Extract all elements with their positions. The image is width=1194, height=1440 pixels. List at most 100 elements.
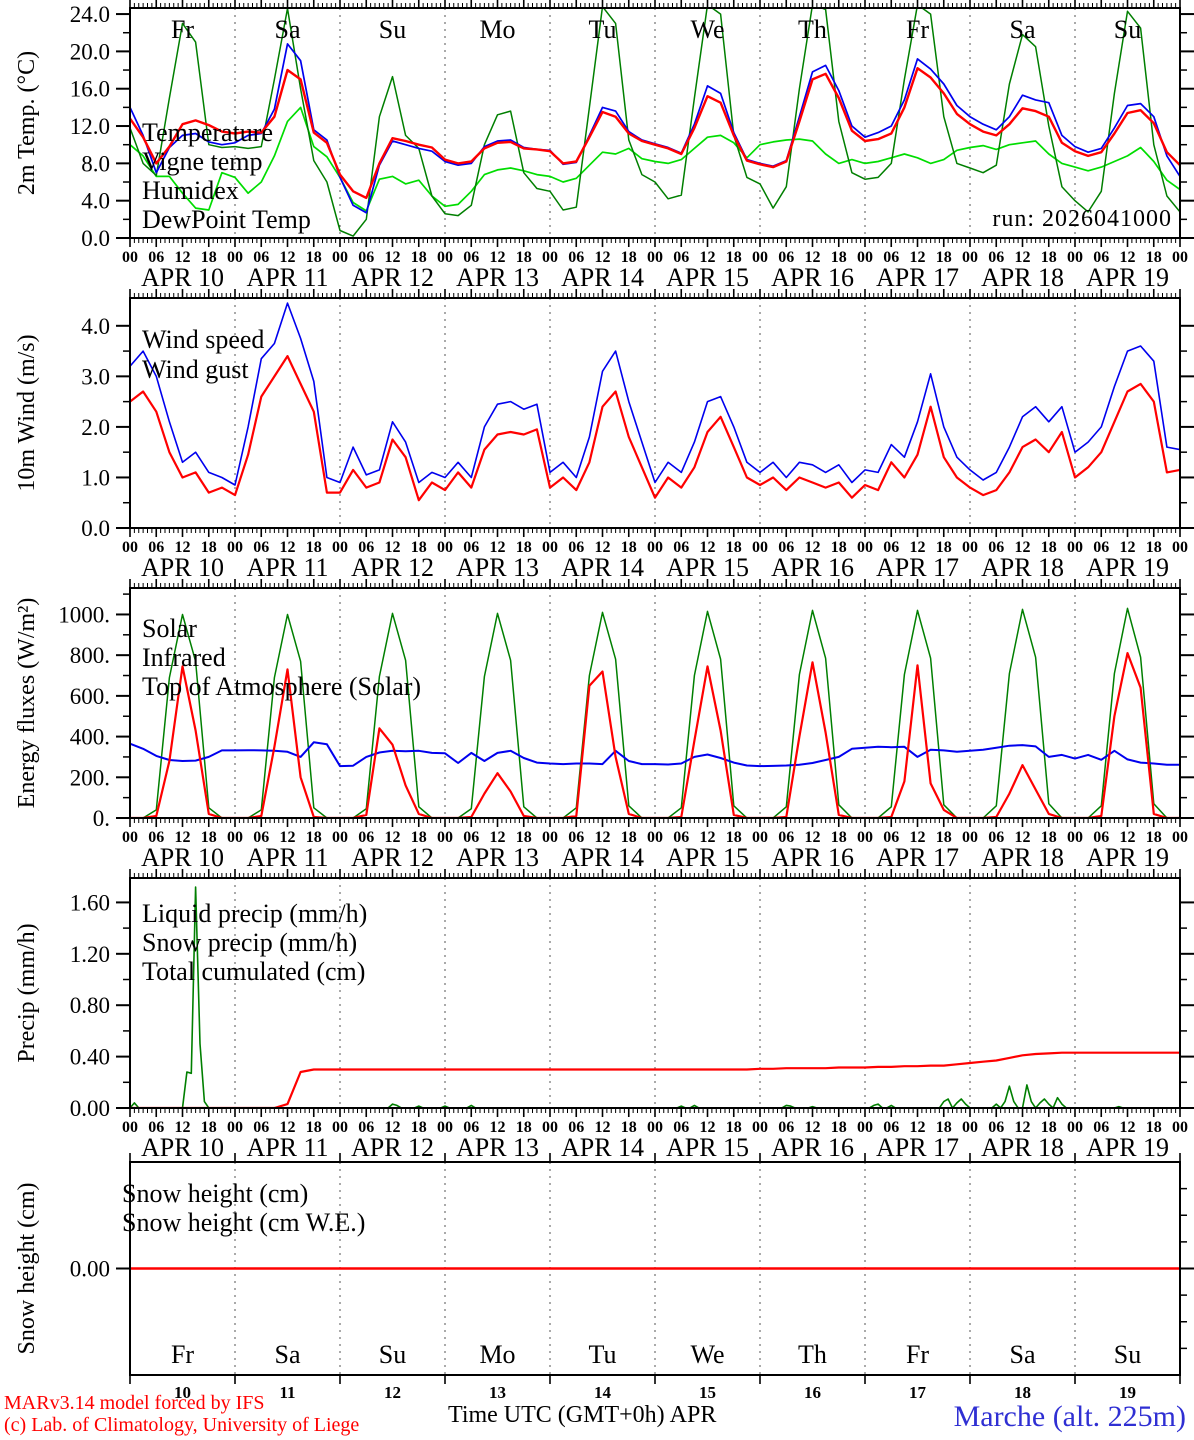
- y-tick-label: 800.: [70, 643, 110, 668]
- y-tick-label: 12.0: [70, 114, 110, 139]
- x-tick-label: 00: [857, 249, 873, 266]
- x-tick-label: 18: [936, 1119, 952, 1136]
- x-tick-label: 06: [358, 539, 374, 556]
- x-tick-label: 18: [1041, 249, 1057, 266]
- legend-item: Top of Atmosphere (Solar): [142, 672, 421, 701]
- legend-item: Wind gust: [142, 355, 249, 384]
- x-tick-label: 00: [857, 539, 873, 556]
- time-axis-title: Time UTC (GMT+0h) APR: [448, 1402, 716, 1429]
- x-tick-label: 12: [385, 249, 401, 266]
- legend-item: Wind speed: [142, 325, 264, 354]
- y-axis-title: 2m Temp. (°C): [14, 51, 40, 195]
- x-tick-label: 18: [516, 249, 532, 266]
- x-tick-label: 18: [1041, 829, 1057, 846]
- y-tick-label: 1000.: [58, 602, 110, 627]
- day-caption: APR 16: [771, 263, 854, 292]
- day-number: 15: [699, 1383, 716, 1402]
- x-tick-label: 18: [516, 539, 532, 556]
- x-tick-label: 00: [437, 539, 453, 556]
- legend-item: DewPoint Temp: [142, 205, 311, 234]
- y-tick-label: 4.0: [81, 189, 110, 214]
- panel-precip: 0.00 0.40 0.80 1.20 1.60 00 06 12 18 00 06 12 18 00 06…: [14, 869, 1194, 1162]
- x-tick-label: 00: [962, 249, 978, 266]
- x-tick-label: 06: [883, 539, 899, 556]
- day-caption: APR 12: [351, 263, 434, 292]
- y-axis-title: Snow height (cm): [14, 1183, 40, 1355]
- day-number: 18: [1014, 1383, 1031, 1402]
- x-tick-label: 18: [1041, 539, 1057, 556]
- x-tick-label: 12: [1120, 249, 1136, 266]
- x-tick-label: 00: [647, 249, 663, 266]
- day-caption: APR 11: [246, 263, 328, 292]
- x-tick-label: 06: [673, 539, 689, 556]
- x-tick-label: 00: [332, 249, 348, 266]
- x-tick-label: 00: [542, 829, 558, 846]
- x-tick-label: 18: [1041, 1119, 1057, 1136]
- day-caption: APR 11: [246, 843, 328, 872]
- x-tick-label: 00: [1172, 539, 1188, 556]
- x-tick-label: 00: [1067, 249, 1083, 266]
- x-tick-label: 00: [752, 249, 768, 266]
- x-tick-label: 18: [726, 829, 742, 846]
- y-tick-label: 0.00: [70, 1257, 110, 1282]
- y-tick-label: 0.40: [70, 1045, 110, 1070]
- x-tick-label: 12: [280, 249, 296, 266]
- y-tick-label: 20.0: [70, 39, 110, 64]
- day-caption: APR 18: [981, 1133, 1064, 1162]
- x-tick-label: 06: [463, 1119, 479, 1136]
- y-tick-label: 4.0: [81, 314, 110, 339]
- station-label: Marche (alt. 225m): [953, 1400, 1186, 1433]
- x-tick-label: 12: [595, 1119, 611, 1136]
- day-caption: APR 19: [1086, 843, 1169, 872]
- panel-temp2m: 0.0 4.0 8.0 12.0 16.0 20.0 24.0 00 06 12 18 00 06 12 1…: [14, 0, 1194, 292]
- day-name: Tu: [589, 15, 617, 44]
- x-tick-label: 00: [227, 539, 243, 556]
- x-tick-label: 00: [962, 1119, 978, 1136]
- day-caption: APR 10: [141, 843, 224, 872]
- x-tick-label: 06: [1093, 1119, 1109, 1136]
- x-tick-label: 06: [463, 249, 479, 266]
- y-axis-title: Precip (mm/h): [14, 923, 40, 1062]
- day-caption: APR 12: [351, 553, 434, 582]
- footer-lab-credit: (c) Lab. of Climatology, University of L…: [4, 1414, 360, 1436]
- day-caption: APR 15: [666, 843, 749, 872]
- x-tick-label: 00: [1067, 539, 1083, 556]
- x-tick-label: 06: [463, 539, 479, 556]
- day-caption: APR 16: [771, 843, 854, 872]
- x-tick-label: 18: [201, 829, 217, 846]
- x-tick-label: 00: [1172, 829, 1188, 846]
- x-tick-label: 00: [122, 249, 138, 266]
- x-tick-label: 12: [910, 249, 926, 266]
- day-caption: APR 17: [876, 843, 959, 872]
- x-tick-label: 12: [805, 829, 821, 846]
- x-tick-label: 12: [280, 829, 296, 846]
- day-number: 13: [489, 1383, 506, 1402]
- x-tick-label: 00: [1067, 1119, 1083, 1136]
- month-label: APR: [669, 1402, 717, 1428]
- legend-item: Total cumulated (cm): [142, 957, 365, 986]
- x-tick-label: 06: [253, 539, 269, 556]
- x-tick-label: 00: [542, 249, 558, 266]
- day-caption: APR 10: [141, 1133, 224, 1162]
- x-tick-label: 18: [936, 829, 952, 846]
- x-tick-label: 00: [1067, 829, 1083, 846]
- x-tick-label: 06: [1093, 539, 1109, 556]
- x-tick-label: 18: [726, 539, 742, 556]
- legend-item: Humidex: [142, 176, 239, 205]
- x-tick-label: 12: [490, 539, 506, 556]
- x-tick-label: 12: [490, 829, 506, 846]
- x-tick-label: 06: [778, 829, 794, 846]
- x-tick-label: 06: [358, 829, 374, 846]
- day-caption: APR 16: [771, 1133, 854, 1162]
- series-top-of-atmosphere-solar: [130, 607, 1180, 818]
- x-tick-label: 00: [752, 539, 768, 556]
- x-tick-label: 06: [778, 1119, 794, 1136]
- x-tick-label: 00: [122, 829, 138, 846]
- x-tick-label: 18: [516, 829, 532, 846]
- day-number: 16: [804, 1383, 821, 1402]
- x-tick-label: 00: [647, 539, 663, 556]
- day-name: Sa: [1010, 1340, 1036, 1369]
- x-tick-label: 06: [253, 1119, 269, 1136]
